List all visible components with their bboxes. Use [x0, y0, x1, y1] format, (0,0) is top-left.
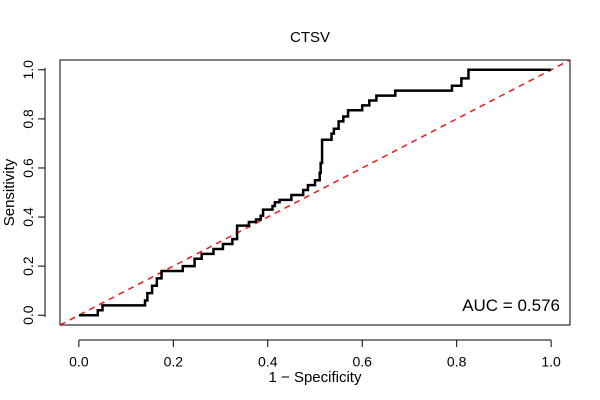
reference-line	[60, 60, 570, 325]
x-axis: 0.0 0.2 0.4 0.6 0.8 1.0	[69, 339, 561, 369]
y-tick-label: 0.0	[20, 305, 36, 325]
x-tick-label: 0.0	[69, 353, 89, 369]
x-tick-label: 0.8	[447, 353, 467, 369]
roc-curve	[78, 68, 552, 317]
y-axis-label: Sensitivity	[1, 158, 18, 226]
y-tick-label: 0.2	[20, 256, 36, 276]
y-tick-label: 0.6	[20, 158, 36, 178]
chart-title: CTSV	[290, 29, 330, 46]
x-tick-label: 0.6	[352, 353, 372, 369]
y-tick-label: 1.0	[20, 60, 36, 80]
x-tick-label: 0.4	[258, 353, 278, 369]
auc-annotation: AUC = 0.576	[462, 296, 560, 315]
plot-frame	[59, 59, 571, 326]
x-axis-label: 1 − Specificity	[269, 369, 362, 386]
y-tick-label: 0.4	[20, 207, 36, 227]
x-tick-label: 1.0	[541, 353, 561, 369]
x-tick-label: 0.2	[164, 353, 184, 369]
y-tick-label: 0.8	[20, 109, 36, 129]
y-axis: 0.0 0.2 0.4 0.6 0.8 1.0	[20, 60, 46, 325]
